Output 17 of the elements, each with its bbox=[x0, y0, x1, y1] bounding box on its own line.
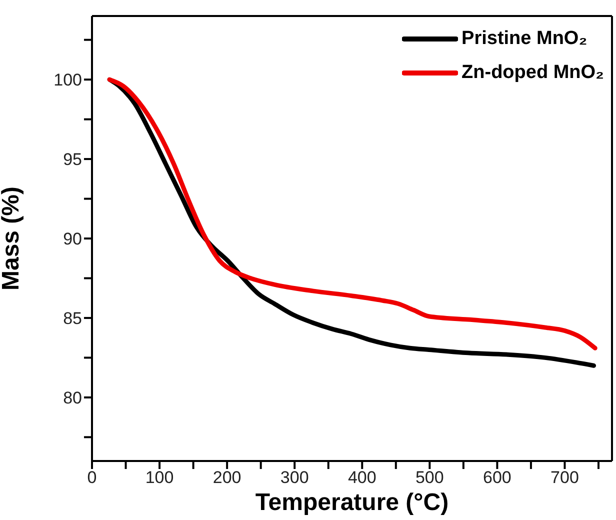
x-tick-label: 200 bbox=[212, 468, 242, 488]
y-tick-label: 80 bbox=[63, 388, 82, 408]
x-axis-title: Temperature (°C) bbox=[255, 489, 449, 516]
y-tick-label: 85 bbox=[63, 309, 82, 328]
y-tick-label: 95 bbox=[63, 150, 82, 170]
y-axis-title: Mass (%) bbox=[0, 186, 25, 291]
x-tick-label: 500 bbox=[415, 468, 444, 488]
x-tick-label: 300 bbox=[280, 468, 309, 488]
x-tick-label: 400 bbox=[348, 468, 376, 488]
y-tick-label: 90 bbox=[63, 230, 82, 249]
legend-label: Zn-doped MnO₂ bbox=[462, 62, 604, 84]
y-tick-label: 100 bbox=[54, 70, 82, 90]
legend-label: Pristine MnO₂ bbox=[462, 28, 588, 50]
x-tick-label: 100 bbox=[145, 468, 174, 488]
x-tick-label: 0 bbox=[87, 468, 97, 488]
x-tick-label: 600 bbox=[483, 468, 512, 488]
x-tick-label: 700 bbox=[550, 468, 579, 488]
